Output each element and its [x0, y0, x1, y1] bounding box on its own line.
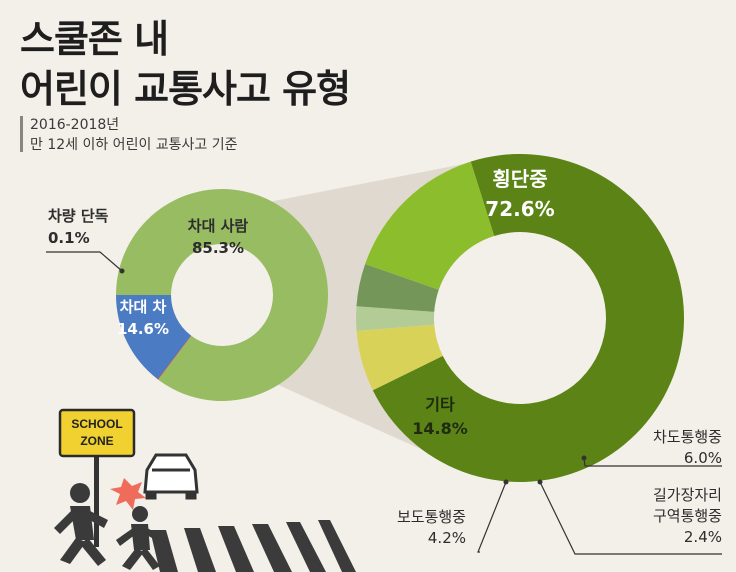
sign-line-1: SCHOOL: [71, 417, 122, 431]
pedestrian-adult-icon: [54, 483, 108, 566]
label-차대-사람: 차대 사람: [188, 217, 249, 235]
school-zone-sign: [58, 408, 136, 458]
slice-기타: [365, 161, 495, 290]
sign-pole: [94, 452, 99, 547]
collision-type-donut: [116, 189, 328, 402]
subtitle-criteria: 만 12세 이하 어린이 교통사고 기준: [30, 137, 238, 153]
slice-차대-차: [116, 295, 191, 380]
sign-line-2: ZONE: [80, 434, 113, 448]
label-횡단중: 횡단중: [492, 167, 547, 191]
slice-차도통행중: [356, 324, 443, 391]
subtitle-bar: [20, 116, 23, 152]
label-길가장자리-line-2: 구역통행중: [653, 507, 722, 525]
subtitle-period: 2016-2018년: [30, 117, 120, 133]
value-횡단중: 72.6%: [485, 197, 554, 221]
value-기타: 14.8%: [412, 419, 468, 438]
impact-burst-icon: [110, 478, 146, 510]
leader-lines: [46, 251, 722, 555]
value-차대-차: 14.6%: [117, 320, 169, 338]
leader-roadway-dot: [581, 455, 587, 461]
title-line-2: 어린이 교통사고 유형: [20, 67, 351, 111]
school-zone-illustration: SCHOOL ZONE: [54, 408, 356, 572]
slice-labels: 차대 사람 85.3% 차량 단독 0.1% 차대 차 14.6% 횡단중 72.6% 기타 14…: [48, 167, 722, 547]
slice-차량-단독: [157, 335, 192, 380]
slice-보도통행중: [356, 264, 439, 312]
label-길가장자리-line-1: 길가장자리: [653, 486, 722, 504]
car-icon: [143, 453, 199, 500]
leader-roadway: [583, 457, 722, 467]
leader-sidewalk: [477, 481, 507, 553]
label-차대-차: 차대 차: [120, 298, 167, 316]
value-차량-단독: 0.1%: [48, 229, 90, 247]
crosswalk: [150, 520, 356, 572]
leader-sidewalk-dot: [503, 479, 509, 485]
value-길가장자리: 2.4%: [684, 528, 722, 546]
label-차도통행중: 차도통행중: [653, 428, 722, 446]
leader-roadside-dot: [537, 479, 543, 485]
label-보도통행중: 보도통행중: [397, 508, 466, 526]
slice-횡단중: [372, 154, 685, 482]
leader-vehicle-only-dot: [119, 268, 125, 274]
value-차도통행중: 6.0%: [684, 449, 722, 467]
slice-차대-사람: [116, 189, 328, 402]
leader-roadside: [539, 481, 722, 555]
label-차량-단독: 차량 단독: [48, 207, 109, 225]
title-line-1: 스쿨존 내: [20, 17, 169, 61]
detail-connector: [271, 154, 515, 479]
pedestrian-child-icon: [116, 506, 162, 570]
slice-길가장자리: [356, 306, 435, 331]
label-기타: 기타: [425, 395, 455, 414]
value-차대-사람: 85.3%: [192, 239, 244, 257]
value-보도통행중: 4.2%: [428, 529, 466, 547]
leader-vehicle-only: [46, 251, 123, 272]
pedestrian-action-donut: [356, 154, 685, 482]
